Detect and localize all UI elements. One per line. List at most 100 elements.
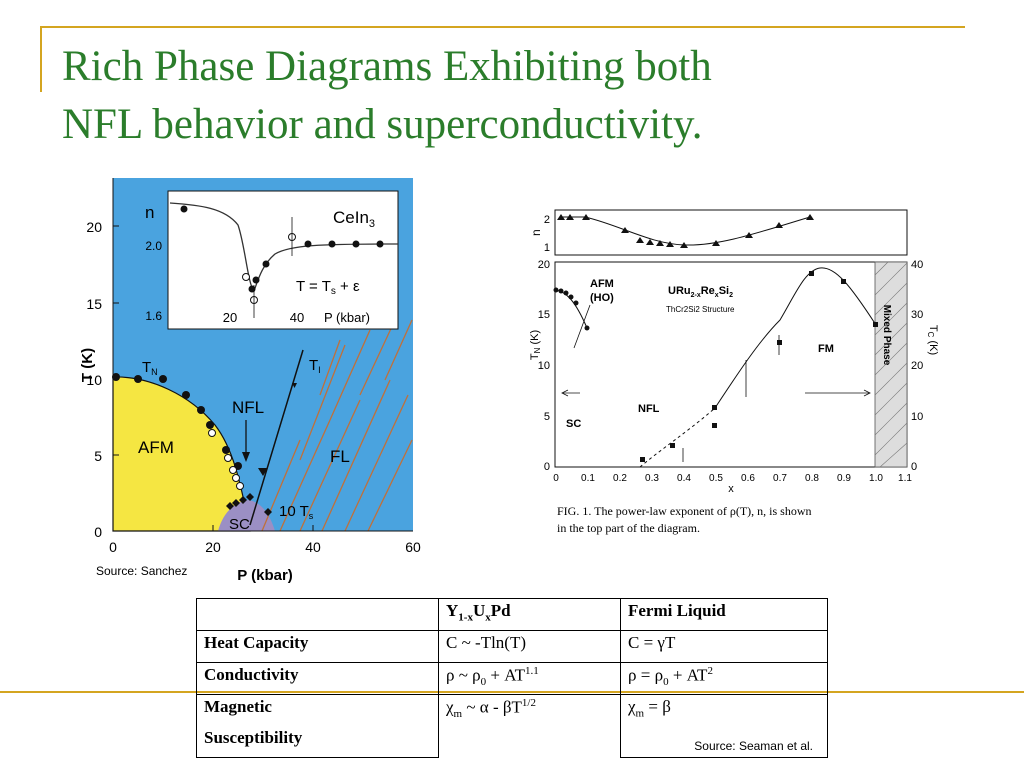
- comparison-table: Y1-xUxPd Fermi Liquid Heat Capacity C ~ …: [196, 598, 828, 758]
- rx-tick-0: 0: [553, 473, 559, 484]
- xtick-40: 40: [305, 539, 321, 555]
- inset-eq-sub: s: [331, 286, 336, 297]
- cond-f-b: + AT: [668, 665, 708, 685]
- mag-f-s: m: [635, 707, 645, 720]
- table-header-row: Y1-xUxPd Fermi Liquid: [196, 598, 828, 631]
- mixed-phase-region: [874, 261, 908, 468]
- xtick-60: 60: [405, 539, 421, 555]
- fm-points: [640, 271, 878, 462]
- r-compound-a: URu: [668, 285, 691, 297]
- xtick-0: 0: [109, 539, 117, 555]
- n-curve: [560, 216, 811, 246]
- ytick-0: 0: [94, 524, 102, 540]
- mag-y-b: ~ α - βT: [462, 697, 522, 717]
- rleft-axis-suffix: (K): [529, 330, 541, 348]
- rx-tick-10: 1.0: [869, 473, 883, 484]
- nfl-arrowhead: [242, 452, 250, 462]
- rx-tick-01: 0.1: [581, 473, 595, 484]
- rleft-tick-5: 5: [544, 411, 550, 423]
- right-fig-right-ticks: 0 10 20 30 40: [911, 259, 923, 473]
- afm-label: AFM: [138, 438, 174, 457]
- rx-tick-07: 0.7: [773, 473, 787, 484]
- cell-cond-fl: ρ = ρ0 + AT2: [620, 662, 828, 695]
- inset-xtick-40: 40: [290, 310, 304, 325]
- mag-f-b: = β: [644, 697, 671, 716]
- open-points: [208, 429, 244, 490]
- top-n-label: n: [529, 229, 543, 236]
- r-compound-s3: 2: [729, 292, 733, 299]
- rx-tick-08: 0.8: [805, 473, 819, 484]
- ten-ts-sub: s: [309, 511, 314, 521]
- inset-ytick-2-0: 2.0: [145, 239, 162, 253]
- cond-y-s: 0: [480, 676, 487, 689]
- sc-diamond-points: [226, 493, 272, 516]
- caption-line-1: FIG. 1. The power-law exponent of ρ(T), …: [557, 504, 811, 518]
- cond-f-a: ρ = ρ: [628, 665, 664, 685]
- rright-tick-10: 10: [911, 411, 923, 423]
- cell-hc-fl: C = γT: [620, 630, 828, 663]
- ti-label-main: T: [309, 357, 318, 374]
- ytick-5: 5: [94, 448, 102, 464]
- ytick-15: 15: [86, 296, 102, 312]
- rx-tick-05: 0.5: [709, 473, 723, 484]
- ten-ts-label: 10 Ts: [279, 503, 314, 521]
- table-row: Heat Capacity C ~ -Tln(T) C = γT: [196, 630, 828, 663]
- accent-rule-top: [40, 26, 965, 28]
- cond-y-b: + AT: [486, 665, 526, 685]
- r-fm-label: FM: [818, 343, 834, 355]
- rright-axis-suffix: (K): [927, 337, 939, 355]
- r-ho-label: (HO): [590, 292, 614, 304]
- ytick-10: 10: [86, 372, 102, 388]
- inset-panel: n 2.0 1.6 20 40 P (kbar) CeIn3 T = Ts + …: [145, 190, 399, 330]
- nfl-label: NFL: [232, 398, 264, 417]
- table-row: Conductivity ρ ~ ρ0 + AT1.1 ρ = ρ0 + AT2: [196, 662, 828, 695]
- r-compound-c: Si: [719, 285, 729, 297]
- fl-hatch: [261, 319, 413, 532]
- r-afm-label: AFM: [590, 278, 614, 290]
- rleft-axis-sub: N: [533, 347, 542, 353]
- sc-arrowhead-left: [561, 389, 569, 397]
- rx-tick-06: 0.6: [741, 473, 755, 484]
- rright-tick-40: 40: [911, 259, 923, 271]
- rx-tick-04: 0.4: [677, 473, 691, 484]
- fl-label: FL: [330, 447, 350, 466]
- fm-arrowhead-right: [863, 389, 871, 397]
- nfl-dashed: [639, 407, 716, 468]
- source-left: Source: Sanchez: [96, 564, 188, 578]
- rleft-axis-main: T: [529, 353, 541, 360]
- hdr-s1: 1-x: [458, 611, 473, 624]
- r-nfl-label: NFL: [638, 403, 660, 415]
- row-label-magnetic: Magnetic: [196, 694, 439, 726]
- r-compound-b: Re: [701, 285, 715, 297]
- cell-mag-yupd: χm ~ α - βT1/2: [438, 694, 621, 758]
- rleft-axis-label: TN (K): [529, 330, 542, 360]
- tn-label-main: T: [142, 359, 151, 376]
- mag-y-p: 1/2: [521, 697, 536, 709]
- hdr-s2: x: [485, 611, 491, 624]
- inset-eq-prefix: T = T: [296, 278, 331, 295]
- inset-compound-sub: 3: [369, 218, 375, 230]
- fm-errorbars: [682, 335, 780, 462]
- right-fig-x-ticks: 0 0.1 0.2 0.3 0.4 0.5 0.6 0.7 0.8 0.9 1.…: [553, 473, 912, 484]
- inset-errorbars: [253, 217, 293, 318]
- cond-f-p: 2: [707, 665, 713, 677]
- tn-points: [112, 373, 242, 470]
- title-line-1: Rich Phase Diagrams Exhibiting both: [62, 43, 712, 90]
- inset-n-label: n: [145, 203, 154, 222]
- uru2-phase-diagram: n 2 1 Mixed Phase: [529, 209, 939, 535]
- table-row: Magnetic χm ~ α - βT1/2 χm = β Source: S…: [196, 694, 828, 758]
- rleft-tick-15: 15: [538, 309, 550, 321]
- mixed-phase-label: Mixed Phase: [881, 305, 892, 366]
- n-points: [557, 214, 814, 248]
- accent-rule-left: [40, 26, 42, 92]
- rx-tick-02: 0.2: [613, 473, 627, 484]
- tn-label-sub: N: [151, 367, 158, 377]
- cell-mag-fl: χm = β Source: Seaman et al.: [620, 694, 828, 758]
- cein3-phase-diagram: 0 5 10 15 20 0 20 40 60 T (K) P (kbar) T…: [80, 178, 421, 584]
- inset-compound-main: CeIn: [333, 208, 369, 227]
- sc-label: SC: [229, 516, 250, 533]
- inset-filled-points: [180, 205, 384, 293]
- cond-f-s: 0: [663, 676, 669, 689]
- inset-ytick-1-6: 1.6: [145, 309, 162, 323]
- ti-label-sub: I: [318, 365, 321, 375]
